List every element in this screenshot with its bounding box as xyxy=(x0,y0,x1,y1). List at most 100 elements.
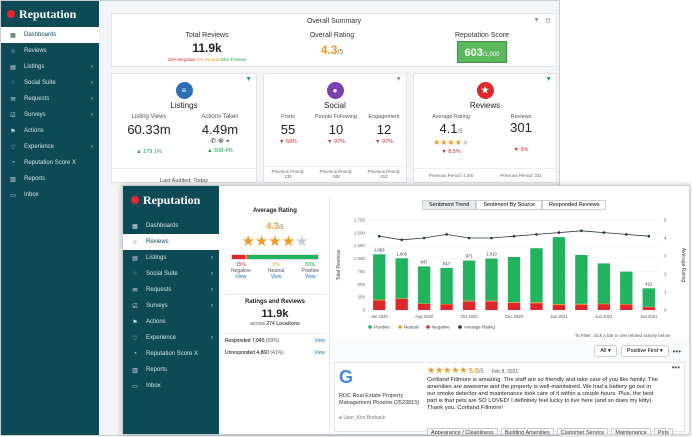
sidebar-item-reputation-score-x[interactable]: ◔ Reputation Score X xyxy=(1,155,99,171)
ratings-reviews-title: Ratings and Reviews xyxy=(244,299,306,305)
bar-neutral xyxy=(462,300,476,302)
view-neutral-link[interactable]: View xyxy=(270,274,282,280)
gear-icon[interactable]: ⚙ xyxy=(544,18,551,25)
average-rating-point xyxy=(647,234,651,238)
sidebar-item-inbox[interactable]: ▭ Inbox xyxy=(123,378,219,394)
review-tag[interactable]: Maintenance xyxy=(611,428,651,434)
sidebar-item-requests[interactable]: ✉ Requests › xyxy=(123,282,219,298)
bar-neutral xyxy=(575,303,588,305)
ratings-reviews-panel: Ratings and Reviews 11.9k across 274 Loc… xyxy=(223,294,327,374)
bar-negative xyxy=(507,302,521,310)
view-unresponded-link[interactable]: View xyxy=(314,350,325,356)
sidebar-item-social-suite[interactable]: ◌ Social Suite › xyxy=(1,75,99,91)
actions-icon: ⚑ xyxy=(10,128,16,135)
star-icon: ☆ xyxy=(132,239,138,246)
positive-segment xyxy=(246,255,318,259)
listings-audited: Last Audited: Today xyxy=(160,178,208,184)
sidebar-item-surveys[interactable]: ☑ Surveys › xyxy=(123,298,219,314)
review-tag[interactable]: Appearance / Cleanliness xyxy=(427,428,498,434)
sidebar-item-listings[interactable]: ▤ Listings › xyxy=(1,59,99,75)
surveys-icon: ☑ xyxy=(10,112,16,119)
score-icon: ◔ xyxy=(133,351,137,357)
filter-icon[interactable]: ▼ xyxy=(395,76,402,83)
x-tick-label: Jun 2021 xyxy=(595,314,613,319)
sort-dropdown[interactable]: Positive First ▾ xyxy=(620,345,669,357)
y2-tick-label: 4 xyxy=(664,236,667,241)
review-tag[interactable]: Building Amenities xyxy=(500,428,554,434)
filter-all-dropdown[interactable]: All ▾ xyxy=(594,345,617,357)
bar-positive xyxy=(395,258,408,299)
average-rating-point xyxy=(535,233,538,236)
sidebar-item-reports[interactable]: ▥ Reports xyxy=(1,171,99,187)
view-responded-link[interactable]: View xyxy=(314,338,325,344)
reviews-title: Reviews xyxy=(469,101,501,110)
tab-sentiment-by-source[interactable]: Sentiment By Source xyxy=(476,200,543,210)
x-tick-label: Jun 2020 xyxy=(371,314,389,319)
bar-neutral xyxy=(597,303,611,305)
sidebar-item-label: Inbox xyxy=(146,383,161,389)
reviews-count-label: Reviews xyxy=(510,114,532,120)
bar-positive xyxy=(507,256,521,303)
people-following-label: People Following xyxy=(315,114,357,120)
legend-entry: Positive xyxy=(374,325,390,330)
sidebar-item-experience[interactable]: ♡ Experience › xyxy=(123,330,219,346)
people-following-change: ▼ 97% xyxy=(327,139,345,145)
reputation-score-label: Reputation Score xyxy=(454,32,510,39)
bar-negative xyxy=(642,307,655,310)
chevron-right-icon: › xyxy=(211,335,213,341)
bar-positive xyxy=(462,260,476,301)
experience-icon: ♡ xyxy=(10,144,16,151)
y-axis-label: Total Reviews xyxy=(336,249,342,280)
y2-tick-label: 2 xyxy=(664,272,667,277)
sidebar-item-label: Social Suite xyxy=(24,80,56,86)
review-tag[interactable]: Pets xyxy=(653,428,673,434)
listings-title: Listings xyxy=(170,101,198,110)
actions-taken-value: 4.49m xyxy=(201,122,239,137)
legend-swatch xyxy=(398,325,402,329)
view-negative-link[interactable]: View xyxy=(235,274,247,280)
sidebar-item-reviews[interactable]: ☆ Reviews xyxy=(123,234,219,250)
average-rating-panel: Average Rating 4.3/5 ★★★★★ 15% Negative Vi… xyxy=(223,206,327,292)
globe-icon: ⊕ xyxy=(218,138,224,145)
bar-data-label: 971 xyxy=(466,254,474,259)
sidebar-item-dashboards[interactable]: ▦ Dashboards xyxy=(123,218,219,234)
sidebar-item-social-suite[interactable]: ◌ Social Suite › xyxy=(123,266,219,282)
bar-data-label: 1,010 xyxy=(486,252,497,257)
average-rating-value: 4.3 xyxy=(266,221,279,231)
sidebar-item-reports[interactable]: ▥ Reports xyxy=(123,362,219,378)
bar-positive xyxy=(373,254,386,300)
review-tag[interactable]: Customer Service xyxy=(556,428,609,434)
sidebar-item-reviews[interactable]: ☆ Reviews xyxy=(1,43,99,59)
chevron-right-icon: › xyxy=(211,271,213,277)
sidebar-item-reputation-score-x[interactable]: ◔ Reputation Score X xyxy=(123,346,219,362)
y2-tick-label: 0 xyxy=(664,308,667,313)
review-stars: ★★★★★ xyxy=(427,365,468,375)
sidebar-item-dashboards[interactable]: ▦ Dashboards xyxy=(1,27,99,43)
tab-responded-reviews[interactable]: Responded Reviews xyxy=(542,200,607,210)
more-icon[interactable]: ••• xyxy=(671,363,680,372)
filter-icon[interactable]: ▼ xyxy=(545,76,552,83)
sidebar-item-listings[interactable]: ▤ Listings › xyxy=(123,250,219,266)
sidebar-item-actions[interactable]: ⚑ Actions xyxy=(1,123,99,139)
more-icon[interactable]: ••• xyxy=(672,346,681,356)
sidebar-item-experience[interactable]: ♡ Experience › xyxy=(1,139,99,155)
actions-taken-change: ▲ 508.4% xyxy=(207,148,233,154)
filter-icon[interactable]: ▼ xyxy=(245,76,252,83)
sidebar-item-label: Actions xyxy=(146,319,166,325)
total-reviews-value: 11.9k xyxy=(192,41,222,55)
filter-icon[interactable]: ▼ xyxy=(533,17,540,24)
sidebar-item-inbox[interactable]: ▭ Inbox xyxy=(1,187,99,203)
requests-icon: ✉ xyxy=(132,287,138,294)
view-positive-link[interactable]: View xyxy=(304,274,316,280)
sidebar-item-requests[interactable]: ✉ Requests › xyxy=(1,91,99,107)
sidebar-front: Reputation ▦ Dashboards ☆ Reviews ▤ Listings ›… xyxy=(123,186,219,434)
actions-icon: ⚑ xyxy=(132,319,138,326)
sidebar-item-actions[interactable]: ⚑ Actions xyxy=(123,314,219,330)
listing-views-label: Listing Views xyxy=(131,114,167,120)
chevron-right-icon: › xyxy=(211,303,213,309)
bar-positive xyxy=(575,254,588,304)
average-rating-point xyxy=(625,233,628,236)
tab-sentiment-trend[interactable]: Sentiment Trend xyxy=(422,200,477,210)
reputation-score-badge[interactable]: 603/1,000 xyxy=(457,41,507,63)
sidebar-item-surveys[interactable]: ☑ Surveys › xyxy=(1,107,99,123)
